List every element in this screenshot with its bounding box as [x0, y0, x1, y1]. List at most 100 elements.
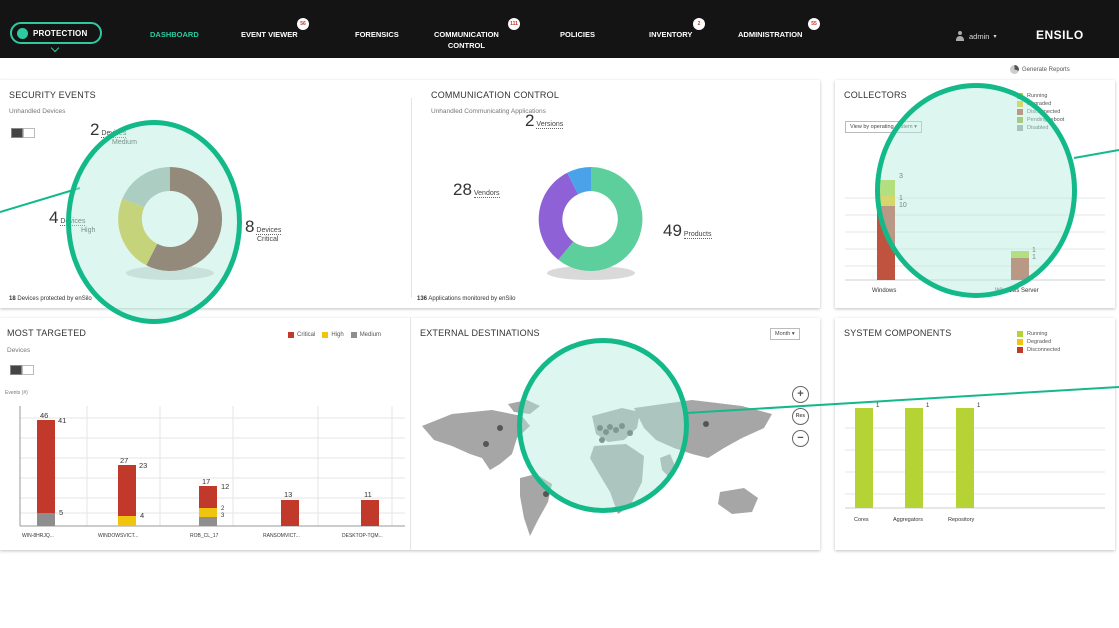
monitored-count: 136	[417, 296, 428, 302]
nav-communication-label-1: COMMUNICATION	[434, 30, 499, 39]
bar-label: 1	[1032, 247, 1036, 254]
bar-device-3-medium[interactable]	[199, 517, 217, 526]
map-marker[interactable]	[619, 423, 625, 429]
map-marker[interactable]	[703, 421, 709, 427]
collectors-view-select[interactable]: View by operating system ▾	[845, 121, 922, 133]
zoom-out-button[interactable]: −	[792, 430, 809, 447]
donut-segment-high[interactable]	[118, 198, 158, 266]
nav-dashboard[interactable]: DASHBOARD	[150, 30, 199, 39]
communication-control-title: COMMUNICATION CONTROL	[431, 90, 560, 100]
versions-count: 2	[525, 111, 535, 130]
medium-label-1: Devices	[101, 130, 127, 138]
component-label: Cores	[854, 517, 869, 523]
bar-device-2-critical[interactable]	[118, 465, 136, 516]
bar-cores[interactable]	[855, 408, 873, 508]
collectors-chart: 3 1 10 1 1 Windows Windows Server	[845, 173, 1105, 294]
ensilo-logo: ENSILO	[1036, 28, 1084, 42]
time-range-select[interactable]: Month ▾	[770, 328, 800, 340]
map-marker[interactable]	[599, 437, 605, 443]
legend-degraded: Degraded	[1017, 338, 1060, 346]
bar-device-1-critical[interactable]	[37, 420, 55, 513]
map-marker[interactable]	[497, 425, 503, 431]
legend-pending-reboot: Pending reboot	[1017, 116, 1064, 124]
versions-stat[interactable]: 2 Versions	[525, 112, 564, 129]
bar-windows-degraded[interactable]	[877, 196, 895, 206]
high-devices-stat[interactable]: 4 Devices High	[49, 209, 95, 235]
map-india[interactable]	[660, 454, 676, 476]
nav-forensics[interactable]: FORENSICS	[355, 30, 399, 39]
bar-aggregators[interactable]	[905, 408, 923, 508]
security-events-donut	[118, 166, 223, 280]
collectors-legend: Running Degraded Disconnected Pending re…	[1017, 92, 1064, 132]
bar-windows-server-disconnected[interactable]	[1011, 258, 1029, 280]
vendors-count: 28	[453, 180, 472, 199]
donut-shadow	[547, 266, 635, 280]
nav-administration[interactable]: ADMINISTRATION	[738, 30, 803, 39]
map-marker[interactable]	[543, 491, 549, 497]
user-name: admin	[969, 31, 990, 41]
bar-value-label: 1	[876, 403, 880, 409]
bar-windows-server-running[interactable]	[1011, 251, 1029, 258]
protected-text: Devices protected by enSilo	[17, 296, 92, 302]
map-north-america[interactable]	[422, 410, 530, 470]
donut-segment-versions[interactable]	[567, 167, 591, 195]
nav-inventory[interactable]: INVENTORY	[649, 30, 693, 39]
bar-repository[interactable]	[956, 408, 974, 508]
vendors-stat[interactable]: 28 Vendors	[453, 181, 500, 198]
events-axis-label: Events (#)	[5, 390, 28, 396]
user-menu[interactable]: admin ▾	[955, 31, 996, 41]
bar-windows-disconnected[interactable]	[877, 206, 895, 280]
world-map[interactable]	[412, 396, 797, 546]
nav-policies[interactable]: POLICIES	[560, 30, 596, 39]
nav-communication-control[interactable]: COMMUNICATION CONTROL	[434, 29, 499, 51]
vendors-label: Vendors	[473, 190, 500, 198]
map-marker[interactable]	[613, 427, 619, 433]
system-components-chart: 1 1 1 Cores Aggregators Repository	[845, 403, 1105, 523]
map-africa[interactable]	[590, 444, 644, 514]
zoom-reset-button[interactable]: Res	[792, 408, 809, 425]
legend-disconnected: Disconnected	[1017, 108, 1064, 116]
map-asia[interactable]	[634, 400, 772, 458]
administration-badge: 55	[808, 18, 820, 30]
security-events-footer: 18 Devices protected by enSilo	[9, 296, 92, 302]
bar-device-1-medium[interactable]	[37, 513, 55, 526]
donut-segment-medium[interactable]	[122, 167, 170, 208]
bar-device-3-critical[interactable]	[199, 486, 217, 508]
device-label: WIN-8HRJQ...	[22, 533, 54, 539]
map-greenland[interactable]	[508, 400, 540, 414]
callout-line	[0, 187, 81, 213]
map-marker[interactable]	[627, 430, 633, 436]
generate-reports-link[interactable]: Generate Reports	[1010, 65, 1070, 74]
medium-devices-stat[interactable]: 2 Devices Medium	[90, 121, 137, 147]
bar-device-4-critical[interactable]	[281, 500, 299, 526]
bar-critical-label: 23	[139, 461, 147, 470]
nav-event-viewer[interactable]: EVENT VIEWER	[241, 30, 298, 39]
collectors-panel: COLLECTORS View by operating system ▾ Ru…	[835, 80, 1115, 308]
critical-label-1: Devices	[256, 227, 282, 235]
products-stat[interactable]: 49 Products	[663, 222, 712, 239]
map-marker[interactable]	[607, 424, 613, 430]
map-south-america[interactable]	[520, 474, 552, 536]
bar-value-label: 1	[926, 403, 930, 409]
bar-device-5-critical[interactable]	[361, 500, 379, 526]
map-marker[interactable]	[603, 429, 609, 435]
security-events-title: SECURITY EVENTS	[9, 90, 96, 100]
desktop-view-icon[interactable]	[10, 365, 22, 375]
system-components-legend: Running Degraded Disconnected	[1017, 330, 1060, 354]
bar-windows-running[interactable]	[877, 180, 895, 196]
map-marker[interactable]	[483, 441, 489, 447]
donut-segment-products[interactable]	[558, 167, 643, 271]
donut-segment-critical[interactable]	[146, 166, 223, 271]
list-view-icon[interactable]	[23, 128, 35, 138]
bar-device-2-high[interactable]	[118, 516, 136, 526]
map-australia[interactable]	[718, 488, 758, 514]
zoom-in-button[interactable]: +	[792, 386, 809, 403]
list-view-icon[interactable]	[22, 365, 34, 375]
desktop-view-icon[interactable]	[11, 128, 23, 138]
system-components-title: SYSTEM COMPONENTS	[844, 328, 952, 338]
protection-button[interactable]: PROTECTION	[10, 22, 102, 44]
map-marker[interactable]	[597, 425, 603, 431]
donut-segment-vendors[interactable]	[538, 172, 579, 260]
critical-devices-stat[interactable]: 8 Devices Critical	[245, 218, 282, 244]
bar-device-3-high[interactable]	[199, 508, 217, 517]
